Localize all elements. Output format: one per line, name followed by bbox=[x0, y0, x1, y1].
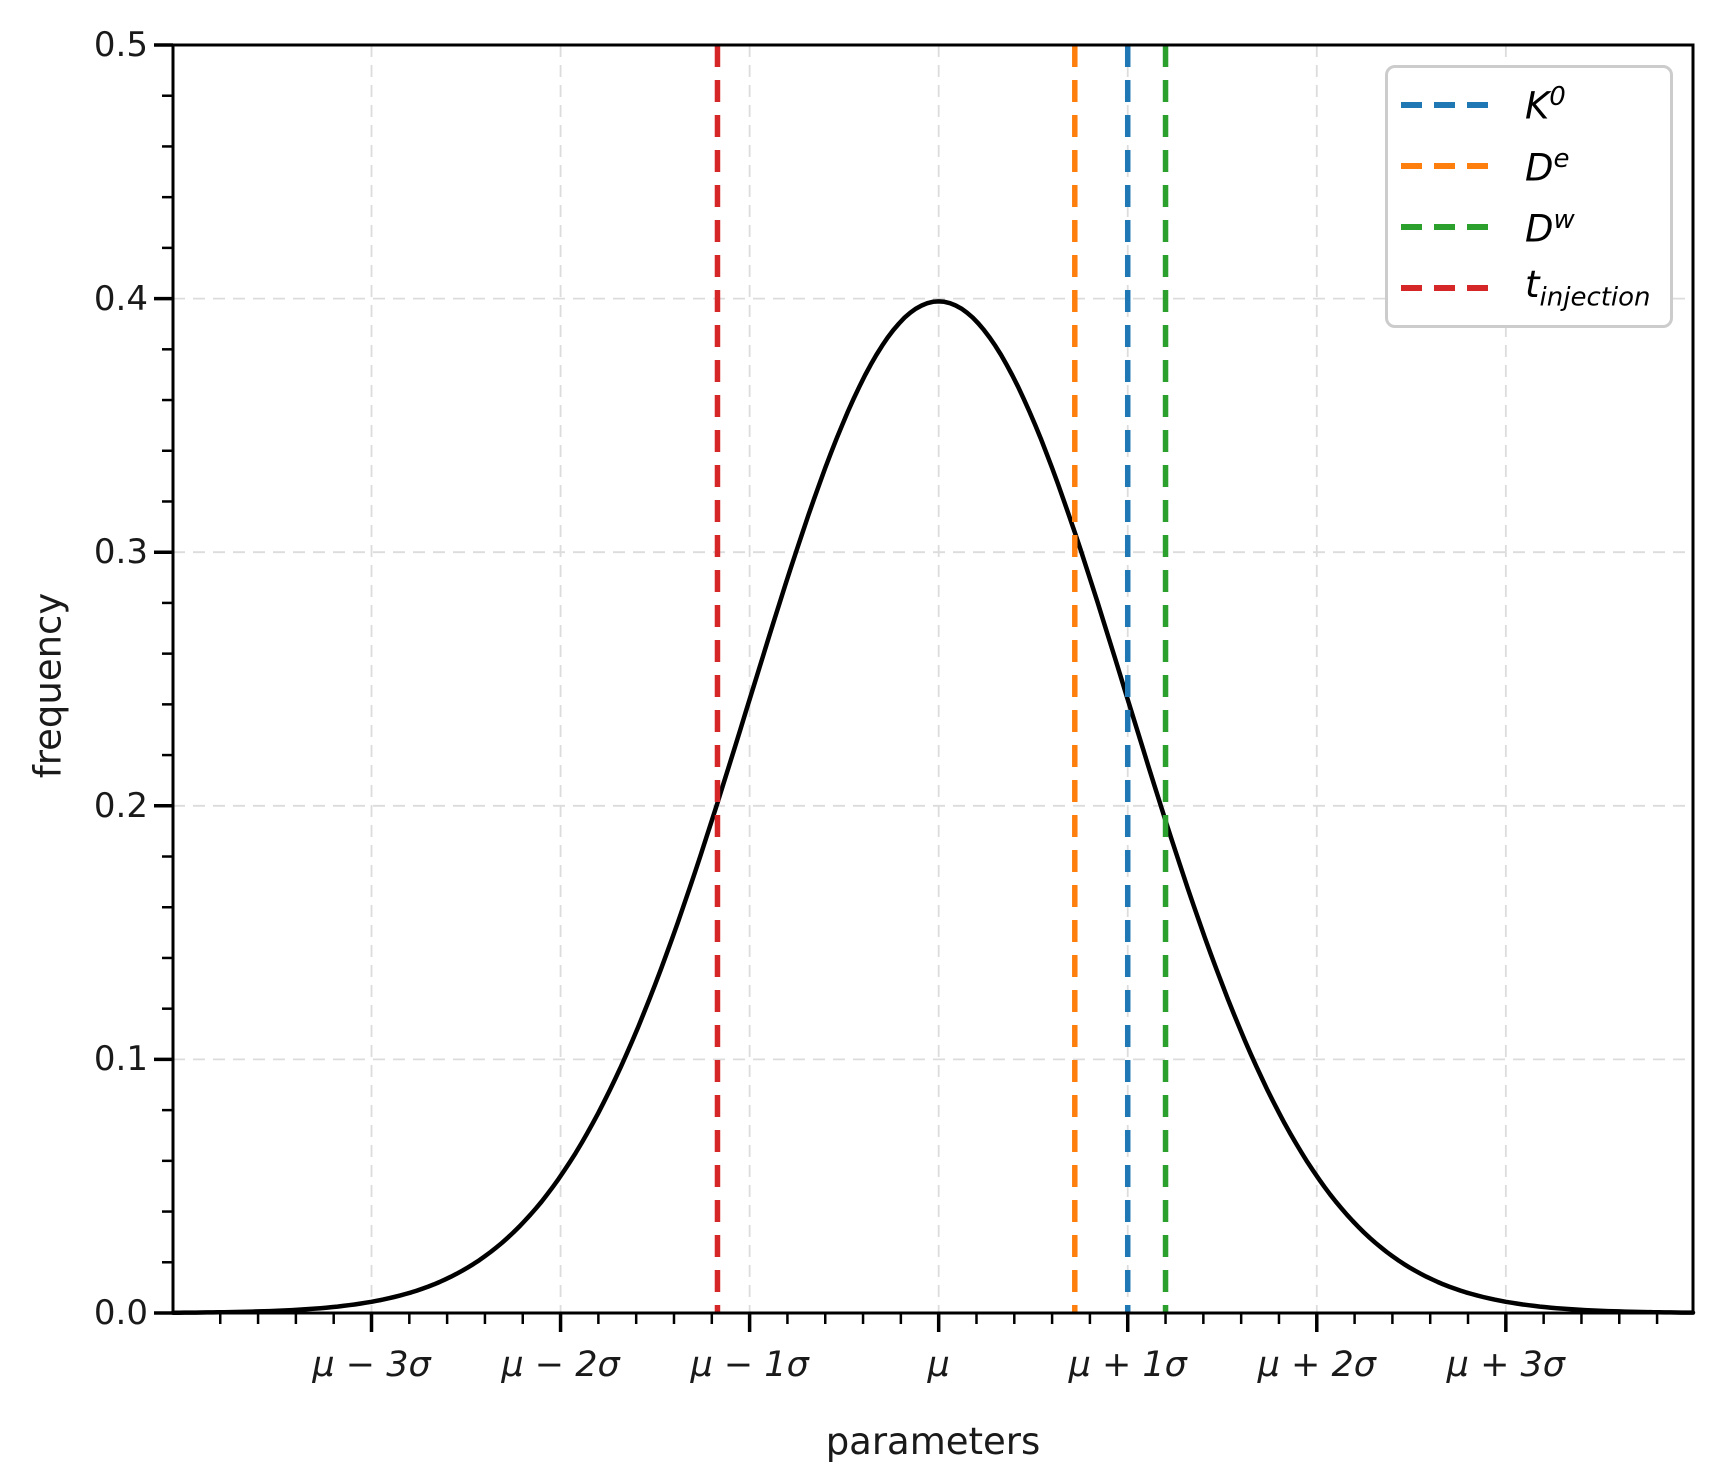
y-tick-label: 0.4 bbox=[93, 278, 148, 319]
y-axis-title: frequency bbox=[26, 592, 70, 779]
gaussian-curve bbox=[170, 299, 1696, 1315]
x-tick-label: μ − 2σ bbox=[501, 1345, 620, 1385]
y-tick-label: 0.0 bbox=[93, 1293, 148, 1333]
legend-label-De: De bbox=[1525, 143, 1570, 190]
legend-label-t_injection: tinjection bbox=[1525, 263, 1651, 313]
legend: K0 De Dw tinjection bbox=[1385, 65, 1673, 328]
axes-spines bbox=[171, 43, 1695, 1315]
x-tick-label: μ + 1σ bbox=[1068, 1345, 1187, 1385]
y-tick-label: 0.1 bbox=[93, 1039, 148, 1080]
x-tick-label: μ − 3σ bbox=[312, 1345, 431, 1385]
x-axis-title: parameters bbox=[825, 1420, 1041, 1463]
y-tick-label: 0.2 bbox=[93, 785, 148, 826]
legend-dash-swatch-K0 bbox=[1401, 101, 1489, 108]
legend-dash-swatch-t_injection bbox=[1401, 285, 1489, 292]
legend-label-Dw: Dw bbox=[1525, 204, 1575, 251]
legend-dash-swatch-Dw bbox=[1401, 224, 1489, 231]
x-tick-label: μ bbox=[927, 1345, 950, 1385]
legend-item-t_injection: tinjection bbox=[1388, 258, 1670, 318]
x-tick-label: μ + 3σ bbox=[1446, 1345, 1565, 1385]
legend-item-De: De bbox=[1388, 136, 1670, 196]
y-tick-label: 0.5 bbox=[93, 25, 148, 65]
x-tick-label: μ − 1σ bbox=[690, 1345, 809, 1385]
legend-label-K0: K0 bbox=[1525, 82, 1566, 128]
legend-item-K0: K0 bbox=[1388, 75, 1670, 135]
y-tick-label: 0.3 bbox=[93, 532, 148, 573]
x-tick-label: μ + 2σ bbox=[1257, 1345, 1376, 1385]
legend-item-Dw: Dw bbox=[1388, 197, 1670, 257]
legend-dash-swatch-De bbox=[1401, 162, 1489, 169]
